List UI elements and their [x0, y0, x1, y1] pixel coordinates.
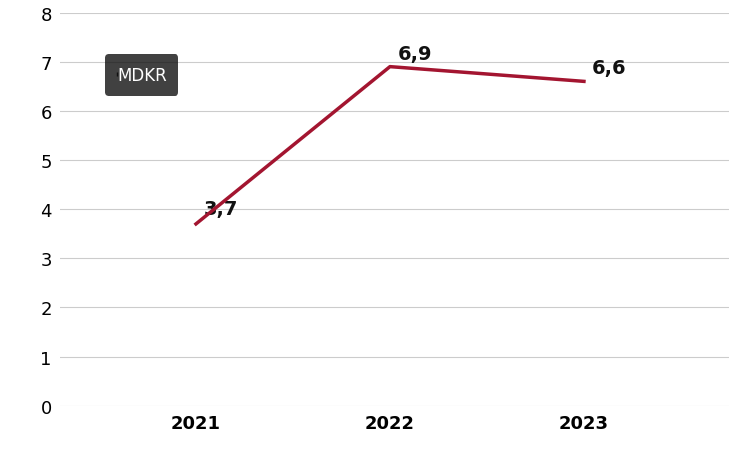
Text: 3,7: 3,7 — [204, 199, 238, 218]
Text: 6,9: 6,9 — [398, 45, 432, 64]
Text: 6,6: 6,6 — [592, 60, 626, 78]
Legend: MDKR: MDKR — [105, 55, 178, 97]
